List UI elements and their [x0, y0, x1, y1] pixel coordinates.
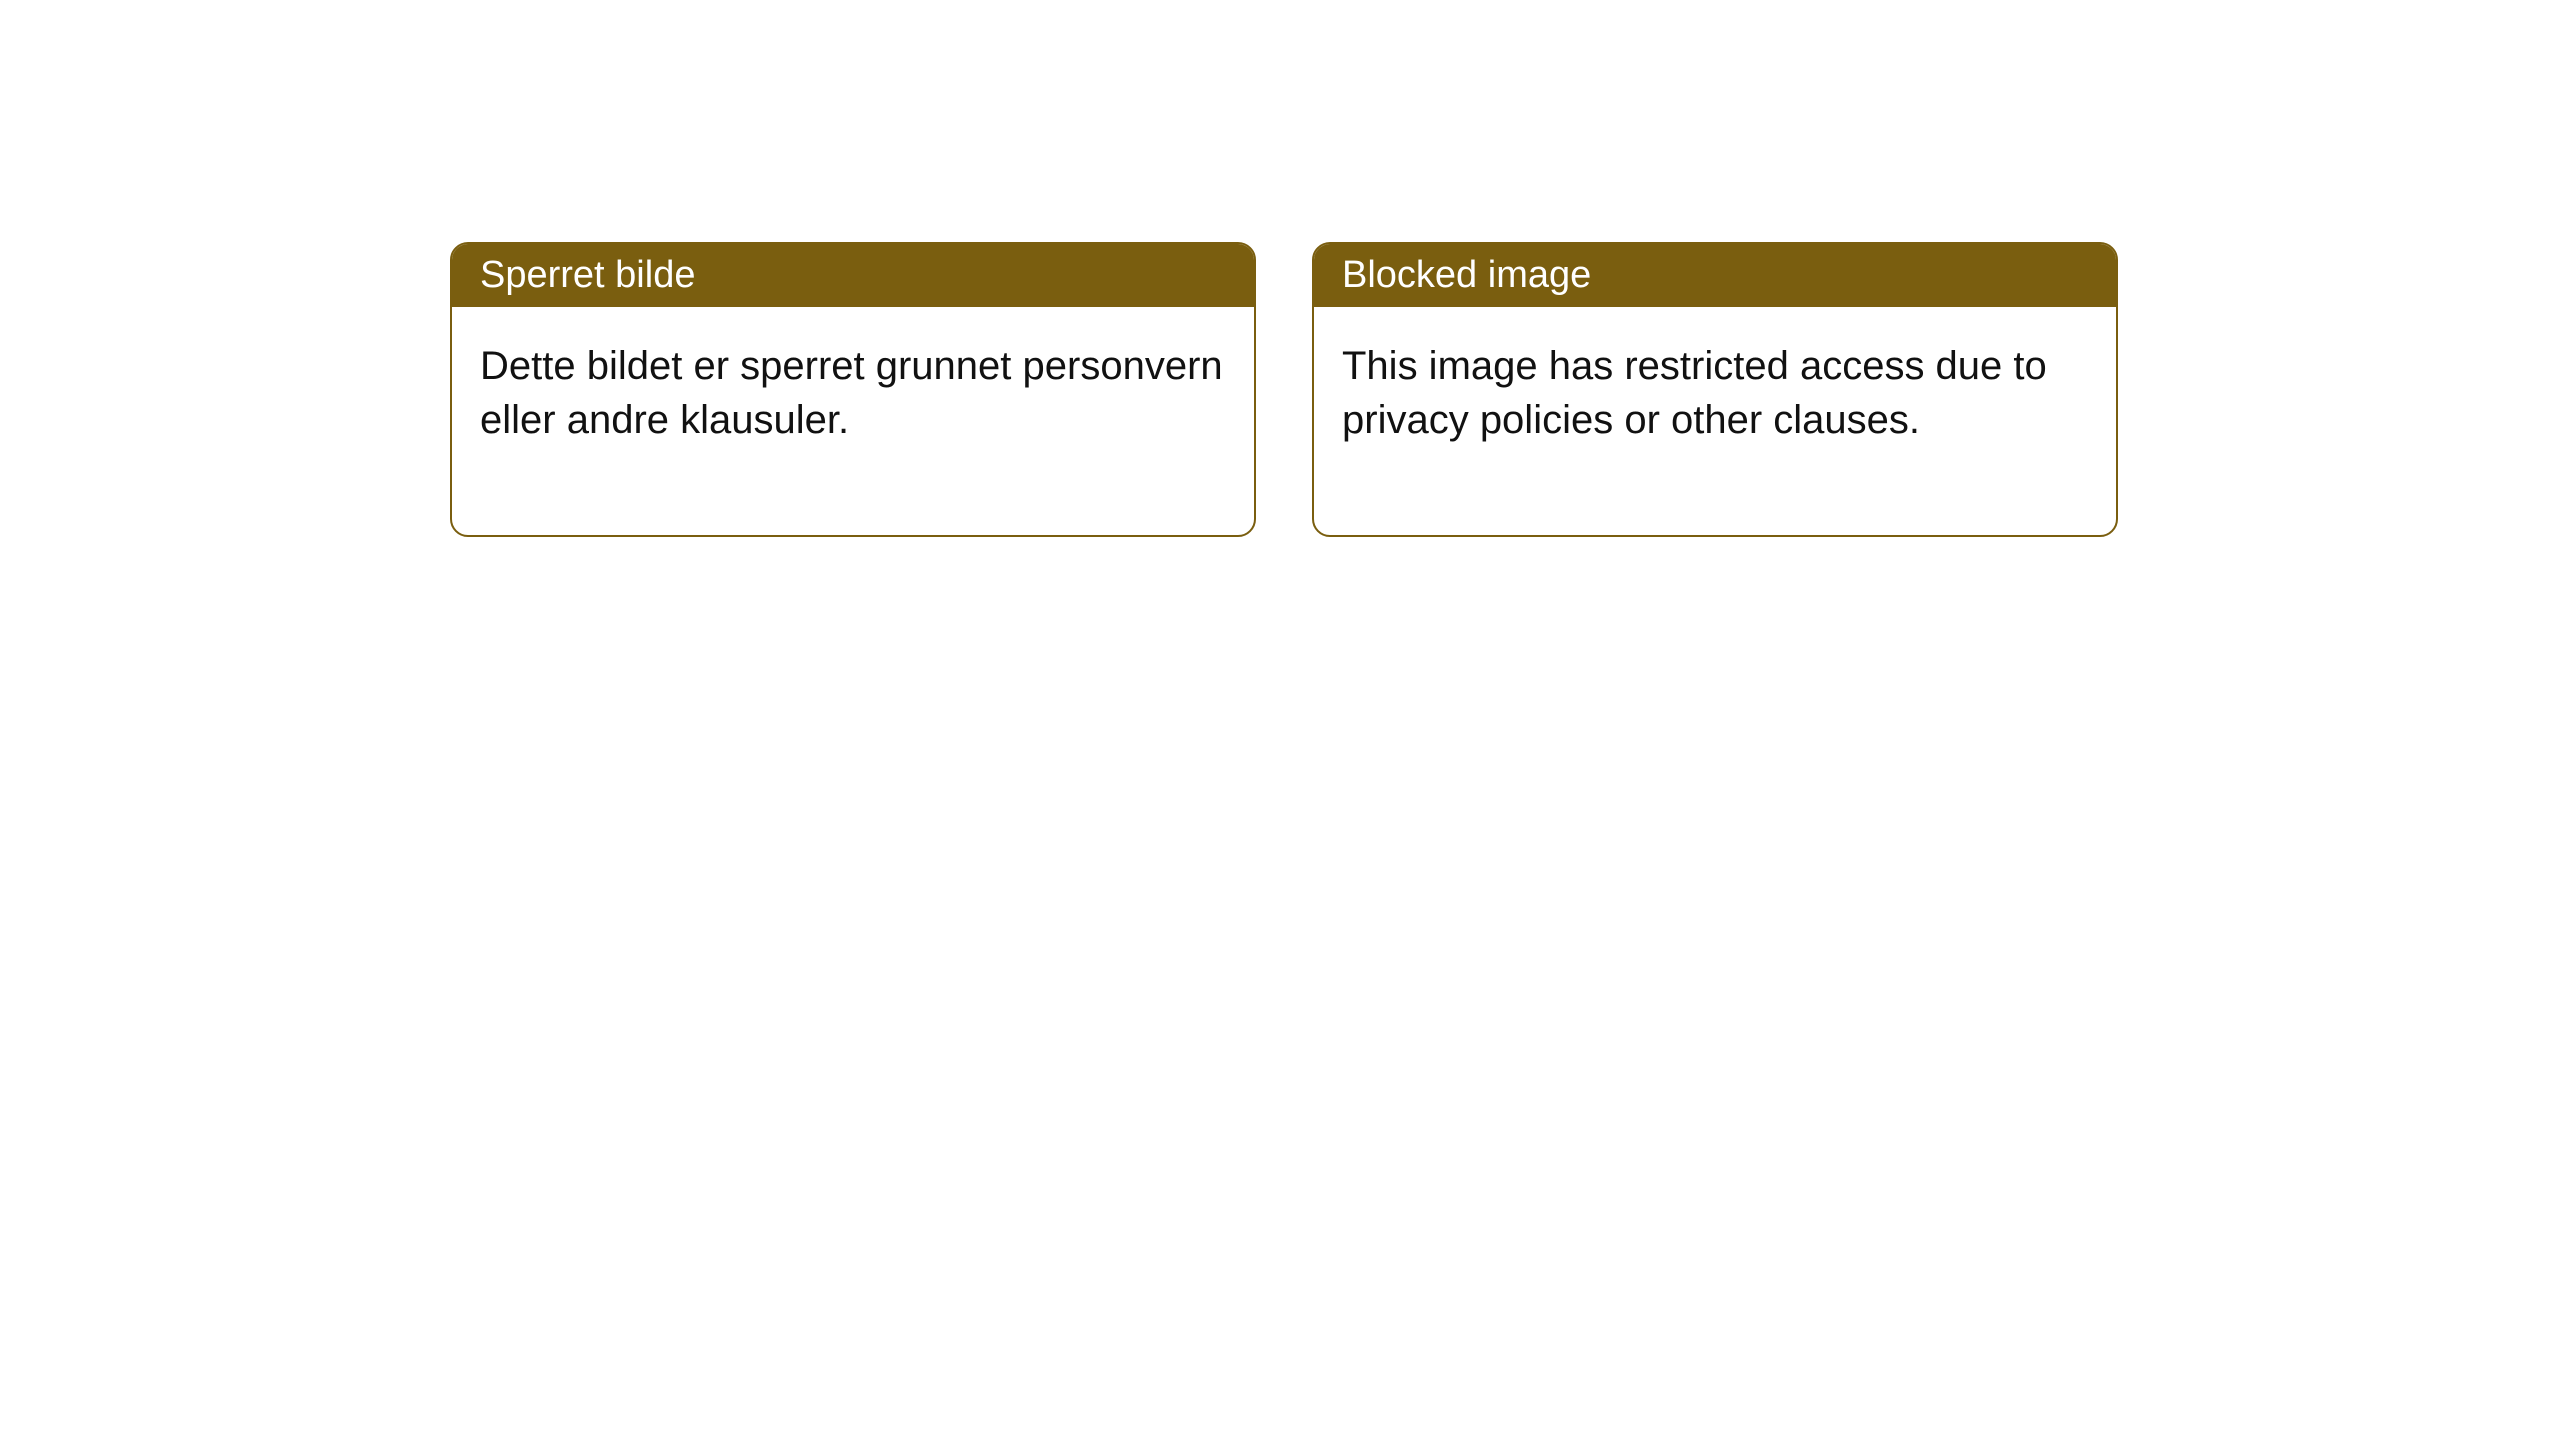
- blocked-image-card-en: Blocked image This image has restricted …: [1312, 242, 2118, 537]
- card-body-en: This image has restricted access due to …: [1314, 307, 2116, 535]
- card-header-no: Sperret bilde: [452, 244, 1254, 307]
- card-body-text: Dette bildet er sperret grunnet personve…: [480, 344, 1223, 442]
- card-header-text: Sperret bilde: [480, 254, 695, 296]
- card-body-no: Dette bildet er sperret grunnet personve…: [452, 307, 1254, 535]
- notice-container: Sperret bilde Dette bildet er sperret gr…: [450, 242, 2118, 537]
- card-header-en: Blocked image: [1314, 244, 2116, 307]
- card-body-text: This image has restricted access due to …: [1342, 344, 2047, 442]
- blocked-image-card-no: Sperret bilde Dette bildet er sperret gr…: [450, 242, 1256, 537]
- card-header-text: Blocked image: [1342, 254, 1591, 296]
